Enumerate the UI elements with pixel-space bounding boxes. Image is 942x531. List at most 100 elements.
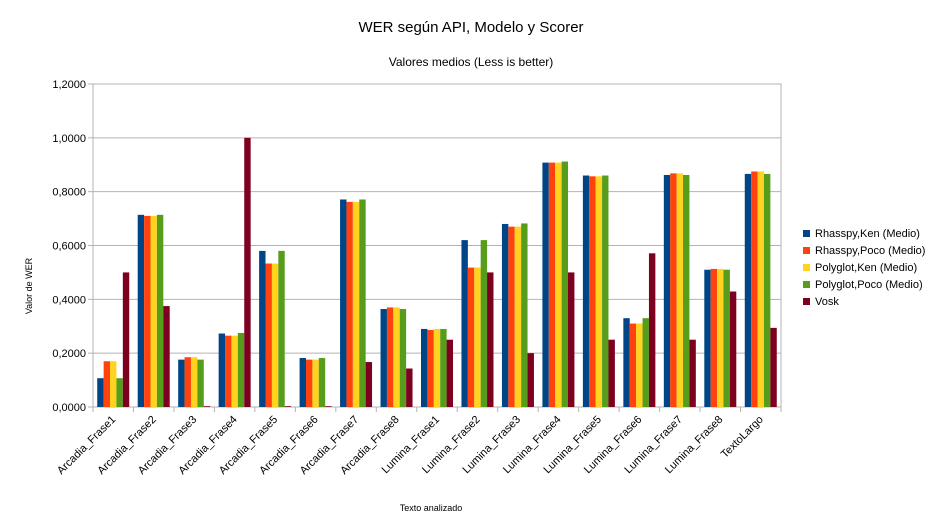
bar bbox=[548, 162, 556, 407]
bar bbox=[144, 215, 151, 407]
bar bbox=[352, 201, 360, 407]
bar bbox=[110, 361, 117, 407]
bar bbox=[568, 272, 575, 407]
y-tick-label: 0,4000 bbox=[52, 294, 86, 306]
bar bbox=[231, 335, 238, 407]
bar bbox=[704, 269, 711, 407]
bar bbox=[284, 406, 292, 407]
bar bbox=[393, 307, 400, 407]
bar bbox=[636, 323, 643, 407]
bar bbox=[244, 137, 251, 408]
bar bbox=[312, 359, 319, 407]
bar bbox=[346, 201, 353, 407]
bar bbox=[122, 272, 130, 407]
bar bbox=[340, 199, 347, 407]
legend-swatch bbox=[803, 298, 810, 305]
bar bbox=[150, 215, 157, 407]
bar bbox=[103, 361, 111, 407]
chart-title: WER según API, Modelo y Scorer bbox=[358, 19, 584, 36]
bar bbox=[265, 263, 272, 407]
x-axis-label: Texto analizado bbox=[399, 503, 463, 513]
bar bbox=[467, 267, 475, 407]
bar bbox=[440, 328, 447, 407]
legend-label: Rhasspy,Poco (Medio) bbox=[815, 244, 926, 257]
y-tick-label: 0,6000 bbox=[52, 241, 86, 253]
bar bbox=[116, 378, 123, 407]
legend-item: Polyglot,Poco (Medio) bbox=[803, 276, 925, 293]
legend-swatch bbox=[803, 247, 810, 254]
bar bbox=[751, 171, 758, 407]
y-tick-label: 0,8000 bbox=[52, 187, 86, 199]
bar bbox=[318, 358, 326, 407]
bar bbox=[365, 362, 373, 407]
bar bbox=[608, 339, 615, 407]
bar bbox=[487, 272, 494, 407]
bar bbox=[218, 333, 226, 407]
bar bbox=[163, 306, 170, 407]
bar bbox=[461, 240, 468, 407]
bar bbox=[770, 327, 777, 407]
bar bbox=[602, 175, 609, 407]
bar bbox=[629, 323, 637, 407]
legend-label: Rhasspy,Ken (Medio) bbox=[815, 227, 920, 240]
legend-item: Polyglot,Ken (Medio) bbox=[803, 259, 925, 276]
bar bbox=[582, 175, 590, 407]
bar bbox=[642, 318, 649, 407]
bar bbox=[623, 318, 630, 407]
bar bbox=[427, 330, 434, 407]
bar bbox=[299, 358, 306, 407]
legend-swatch bbox=[803, 230, 810, 237]
bar bbox=[359, 199, 366, 407]
legend-label: Vosk bbox=[815, 295, 839, 308]
x-tick-label: TextoLargo bbox=[719, 414, 766, 461]
bar bbox=[278, 250, 285, 407]
y-tick-label: 1,0000 bbox=[52, 133, 86, 145]
bar bbox=[757, 171, 764, 407]
bar bbox=[325, 406, 332, 407]
y-tick-label: 0,2000 bbox=[52, 348, 86, 360]
bar bbox=[178, 359, 185, 407]
bar bbox=[156, 214, 164, 407]
bar bbox=[595, 176, 603, 407]
bar bbox=[203, 406, 211, 407]
bar bbox=[271, 263, 279, 407]
legend-item: Rhasspy,Ken (Medio) bbox=[803, 225, 925, 242]
bar bbox=[555, 162, 562, 407]
bar bbox=[744, 173, 752, 407]
bar bbox=[521, 223, 528, 407]
bar bbox=[729, 291, 737, 407]
legend: Rhasspy,Ken (Medio) Rhasspy,Poco (Medio) P… bbox=[803, 225, 925, 310]
bar bbox=[380, 309, 387, 407]
bar bbox=[723, 269, 730, 407]
chart-subtitle: Valores medios (Less is better) bbox=[388, 55, 554, 69]
bar bbox=[237, 332, 245, 407]
legend-item: Vosk bbox=[803, 293, 925, 310]
legend-label: Polyglot,Poco (Medio) bbox=[815, 278, 923, 291]
bar bbox=[670, 173, 677, 407]
bar bbox=[386, 307, 394, 407]
bar bbox=[197, 359, 204, 407]
y-tick-label: 1,2000 bbox=[52, 79, 86, 91]
bar bbox=[542, 162, 549, 407]
bar bbox=[763, 173, 771, 407]
bar bbox=[648, 253, 656, 407]
bar bbox=[406, 368, 413, 407]
bar bbox=[184, 357, 191, 407]
bar bbox=[676, 173, 684, 407]
bar bbox=[501, 223, 509, 407]
bar bbox=[225, 335, 232, 407]
bar bbox=[97, 378, 104, 407]
bar bbox=[561, 161, 569, 407]
bar bbox=[137, 214, 145, 407]
bar bbox=[663, 174, 671, 407]
y-tick-label: 0,0000 bbox=[52, 402, 86, 414]
legend-label: Polyglot,Ken (Medio) bbox=[815, 261, 918, 274]
bar bbox=[508, 226, 515, 407]
bar bbox=[514, 226, 522, 407]
bar bbox=[527, 353, 534, 407]
bar bbox=[717, 268, 724, 407]
bar bbox=[474, 267, 481, 407]
bar bbox=[421, 328, 428, 407]
bar bbox=[190, 357, 198, 407]
